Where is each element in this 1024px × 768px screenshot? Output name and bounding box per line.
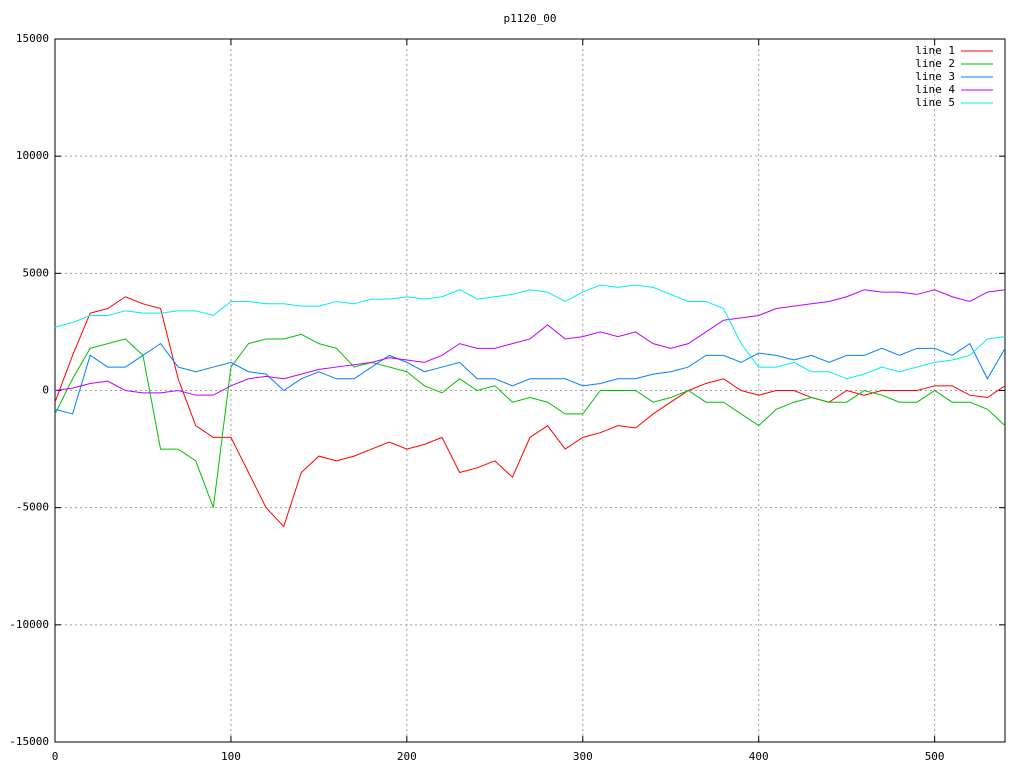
y-tick-label: -5000 — [16, 501, 49, 514]
y-tick-label: 0 — [42, 384, 49, 397]
y-tick-label: 5000 — [23, 266, 50, 279]
legend-label: line 3 — [915, 70, 955, 83]
y-tick-label: 10000 — [16, 149, 49, 162]
y-tick-label: -10000 — [9, 618, 49, 631]
series-line — [54, 296, 1006, 528]
x-tick-label: 300 — [573, 750, 593, 763]
legend-label: line 2 — [915, 57, 955, 70]
legend-label: line 5 — [915, 96, 955, 109]
series-line — [54, 289, 1006, 396]
x-tick-label: 100 — [221, 750, 241, 763]
legend-label: line 1 — [915, 44, 955, 57]
legend-label: line 4 — [915, 83, 955, 96]
y-tick-label: 15000 — [16, 32, 49, 45]
x-tick-label: 0 — [52, 750, 59, 763]
x-tick-label: 500 — [925, 750, 945, 763]
chart-title: p1120_00 — [504, 12, 557, 25]
x-tick-label: 200 — [397, 750, 417, 763]
series-line — [54, 333, 1006, 508]
x-tick-label: 400 — [749, 750, 769, 763]
series-line — [54, 342, 1006, 415]
series-line — [54, 284, 1006, 380]
y-tick-label: -15000 — [9, 735, 49, 748]
